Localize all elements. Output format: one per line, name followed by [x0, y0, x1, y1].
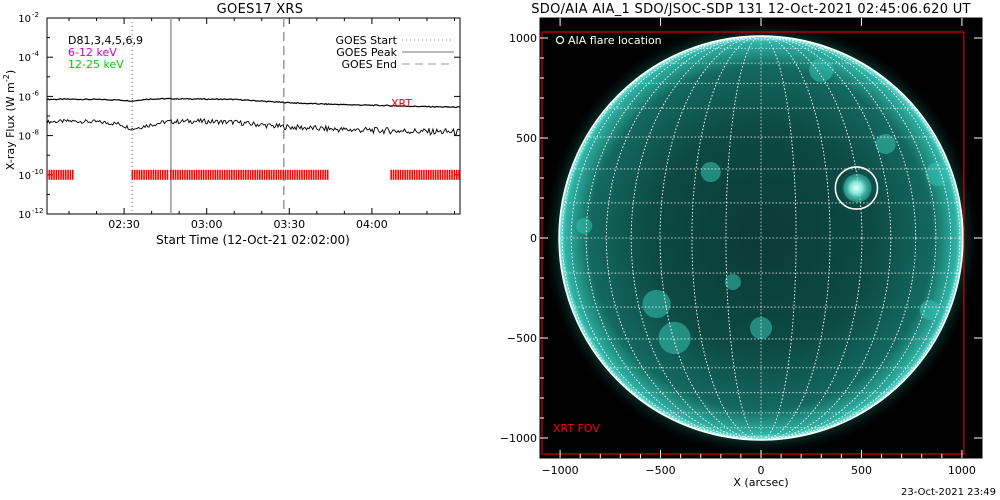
goes-y-tick-label: 10 — [18, 210, 31, 221]
xrt-fov-label: XRT FOV — [553, 422, 600, 435]
longitude-line — [585, 36, 937, 440]
goes-y-tick-exponent: -10 — [32, 168, 43, 176]
flare-location-circle — [834, 166, 879, 210]
aia-x-tick-label: 500 — [851, 464, 872, 477]
goes-y-tick-exponent: -2 — [32, 11, 39, 19]
goes-y-tick-label: 10 — [18, 92, 31, 103]
goes-series-line — [47, 97, 460, 109]
active-region — [576, 217, 593, 235]
goes-x-tick-label: 03:00 — [191, 218, 223, 231]
xrt-coverage-marks — [47, 169, 460, 180]
goes-y-tick-exponent: -6 — [32, 89, 40, 97]
goes-series-line — [47, 117, 460, 136]
goes-y-tick-label: 10 — [18, 53, 31, 64]
aia-x-tick-label: 1000 — [948, 464, 976, 477]
active-region — [875, 133, 896, 155]
aia-axes: −1000 −500 0 500 1000 −1000 −500 0 500 1000 — [500, 18, 982, 477]
longitude-line — [725, 36, 797, 440]
goes-x-axis: 02:30 03:00 03:30 04:00 — [68, 18, 455, 231]
legend-goes-end-label: GOES End — [341, 58, 397, 71]
aia-y-tick-label: 0 — [530, 232, 537, 245]
longitude-line — [691, 36, 831, 440]
active-region — [925, 161, 950, 187]
goes-y-tick-exponent: -12 — [32, 207, 43, 215]
goes-y-tick-label: 10 — [18, 14, 31, 25]
xrt-label: XRT — [391, 97, 412, 110]
legend-goes-start-label: GOES Start — [336, 34, 398, 47]
flare-legend-circle-icon — [555, 35, 565, 45]
goes-x-axis-label: Start Time (12-Oct-21 02:02:00) — [156, 233, 350, 247]
xrt-fov-box — [541, 31, 965, 455]
goes-y-tick-label: 10 — [18, 132, 31, 143]
aia-y-tick-label: −1000 — [500, 432, 537, 445]
aia-y-tick-label: 1000 — [509, 32, 537, 45]
goes-series-group — [47, 97, 460, 136]
active-region — [700, 161, 721, 183]
aia-x-tick-label: 0 — [758, 464, 765, 477]
longitude-line — [659, 36, 863, 440]
aia-x-axis-label: X (arcsec) — [733, 476, 788, 489]
active-region — [724, 273, 741, 291]
longitude-line — [561, 36, 961, 440]
aia-y-tick-label: −500 — [507, 332, 537, 345]
generated-timestamp: 23-Oct-2021 23:49 — [901, 487, 996, 498]
goes-panel-title: GOES17 XRS — [216, 2, 304, 17]
flare-brightening — [840, 172, 873, 204]
goes-event-lines — [131, 18, 285, 214]
goes-band-6-12-label: 6-12 keV — [68, 46, 117, 59]
goes-y-tick-label: 10 — [18, 171, 31, 182]
active-region — [642, 289, 671, 319]
flare-location-marker — [834, 166, 879, 210]
goes-channel-annotation: D81,3,4,5,6,9 — [68, 34, 143, 47]
active-region — [658, 321, 691, 355]
legend-goes-peak-label: GOES Peak — [336, 46, 397, 59]
longitude-line — [605, 36, 917, 440]
goes-y-tick-exponent: -8 — [32, 129, 39, 137]
aia-x-tick-label: −1000 — [541, 464, 578, 477]
longitude-line — [570, 36, 952, 440]
goes-band-12-25-label: 12-25 keV — [68, 58, 124, 71]
active-region — [919, 299, 940, 321]
aia-x-tick-label: −500 — [645, 464, 675, 477]
aia-legend-label: AIA flare location — [568, 34, 662, 47]
goes-legend: GOES Start GOES Peak GOES End — [336, 34, 454, 71]
active-region — [809, 57, 834, 83]
goes-x-tick-label: 03:30 — [273, 218, 305, 231]
aia-panel-title: SDO/AIA AIA_1 SDO/JSOC-SDP 131 12-Oct-20… — [531, 2, 971, 17]
aia-y-tick-label: 500 — [516, 132, 537, 145]
goes-x-tick-label: 04:00 — [356, 218, 388, 231]
aia-image-plot: −1000 −500 0 500 1000 −1000 −500 0 500 1000 AIA f… — [500, 17, 983, 489]
heliographic-grid — [559, 36, 963, 440]
goes-y-tick-exponent: -4 — [32, 50, 40, 58]
goes-x-tick-label: 02:30 — [108, 218, 140, 231]
longitude-line — [630, 36, 892, 440]
goes-y-axis-label: X-ray Flux (W m-2) — [2, 70, 17, 170]
